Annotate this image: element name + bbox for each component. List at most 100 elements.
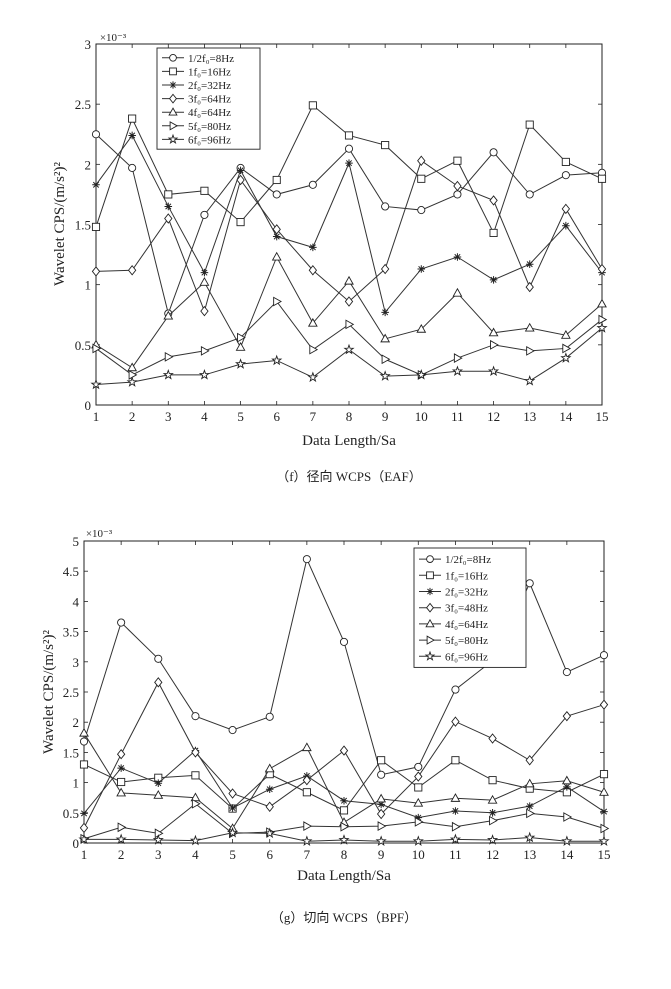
data-point-star — [489, 276, 498, 284]
data-point-triangle-right — [562, 343, 572, 354]
series-6 — [78, 826, 610, 846]
data-point-pentagram — [596, 322, 608, 333]
series-1 — [91, 101, 607, 237]
data-point-triangle-up — [301, 742, 312, 752]
data-point-triangle-up — [307, 317, 318, 327]
x-tick-label: 10 — [412, 847, 425, 862]
data-point-triangle-up — [153, 790, 164, 799]
data-point-square — [272, 175, 281, 185]
data-point-circle — [302, 555, 311, 564]
x-tick-label: 14 — [560, 847, 574, 862]
data-point-square — [525, 120, 534, 129]
data-point-triangle-up — [597, 298, 607, 308]
data-point-circle — [414, 762, 423, 771]
data-point-circle — [117, 618, 126, 627]
y-tick-label: 0.5 — [63, 806, 79, 821]
data-point-pentagram — [560, 352, 572, 363]
data-point-pentagram — [524, 375, 536, 386]
x-tick-label: 12 — [486, 847, 499, 862]
data-point-triangle-right — [563, 812, 573, 822]
data-point-circle — [128, 163, 137, 172]
legend-entry-label: 4f₀=64Hz — [188, 107, 231, 119]
data-point-circle — [417, 206, 426, 215]
data-point-triangle-right — [345, 319, 355, 330]
data-point-diamond — [525, 755, 534, 766]
legend-marker-circle — [169, 53, 177, 62]
data-point-star — [562, 221, 570, 230]
data-point-triangle-up — [560, 329, 571, 339]
data-point-star — [272, 232, 281, 241]
data-point-diamond — [489, 195, 498, 206]
data-point-triangle-up — [271, 251, 282, 261]
data-point-pentagram — [338, 834, 350, 845]
data-point-star — [164, 202, 173, 211]
data-point-square — [191, 771, 200, 780]
data-point-diamond — [488, 733, 497, 744]
data-point-pentagram — [189, 834, 202, 846]
data-point-pentagram — [415, 369, 427, 380]
data-point-circle — [272, 190, 281, 199]
series-3 — [79, 677, 609, 834]
x-tick-label: 5 — [237, 409, 244, 424]
data-point-diamond — [344, 296, 354, 307]
legend-entry-label: 1/2f₀=8Hz — [445, 554, 491, 566]
data-point-diamond — [308, 265, 318, 276]
data-point-diamond — [116, 748, 126, 760]
y-tick-label: 3.5 — [63, 625, 79, 640]
data-point-square — [236, 218, 245, 227]
data-point-star — [92, 181, 100, 189]
data-point-pentagram — [78, 833, 90, 845]
data-point-star — [525, 802, 534, 810]
data-point-square — [381, 141, 390, 150]
data-point-diamond — [562, 710, 572, 722]
data-point-pentagram — [375, 835, 387, 846]
y-tick-label: 0 — [85, 398, 92, 413]
data-point-triangle-right — [128, 370, 138, 380]
data-point-pentagram — [115, 833, 127, 845]
data-point-diamond — [599, 699, 609, 710]
data-point-diamond — [597, 263, 607, 275]
y-tick-label: 4 — [73, 594, 80, 609]
legend-entry-label: 4f₀=64Hz — [445, 619, 488, 631]
x-tick-label: 14 — [559, 409, 573, 424]
x-tick-label: 3 — [155, 847, 162, 862]
data-point-pentagram — [307, 371, 319, 383]
data-point-star — [345, 159, 353, 167]
x-tick-label: 1 — [93, 409, 100, 424]
data-point-triangle-up — [599, 787, 609, 796]
legend-marker-triangle-right — [426, 635, 435, 645]
data-point-diamond — [272, 224, 281, 235]
data-point-diamond — [380, 263, 390, 275]
data-point-circle — [525, 579, 534, 588]
x-tick-label: 5 — [229, 847, 236, 862]
data-point-triangle-up — [127, 362, 138, 372]
data-point-triangle-right — [340, 821, 350, 832]
x-tick-label: 9 — [378, 847, 385, 862]
data-point-pentagram — [598, 835, 610, 846]
data-point-square — [599, 770, 609, 779]
data-point-star — [488, 809, 497, 817]
legend-marker-diamond — [169, 93, 177, 104]
data-point-triangle-right — [200, 345, 210, 356]
legend-entry-label: 3f₀=64Hz — [188, 94, 231, 106]
data-point-star — [265, 785, 274, 794]
x-tick-label: 2 — [129, 409, 136, 424]
data-point-circle — [200, 210, 209, 219]
data-point-circle — [562, 668, 571, 677]
data-point-triangle-right — [526, 808, 535, 819]
y-tick-label: 3 — [85, 37, 92, 52]
data-point-star — [340, 796, 348, 805]
data-point-square — [451, 756, 460, 765]
data-point-diamond — [561, 203, 571, 215]
data-point-circle — [453, 190, 462, 199]
x-tick-label: 4 — [201, 409, 208, 424]
x-tick-label: 10 — [415, 409, 428, 424]
data-point-square — [414, 783, 423, 792]
y-axis-label: Wavelet CPS/(m/s²)² — [52, 161, 68, 286]
data-point-pentagram — [524, 831, 536, 843]
x-tick-label: 13 — [523, 409, 536, 424]
data-point-star — [417, 265, 426, 273]
data-point-triangle-up — [413, 797, 424, 807]
